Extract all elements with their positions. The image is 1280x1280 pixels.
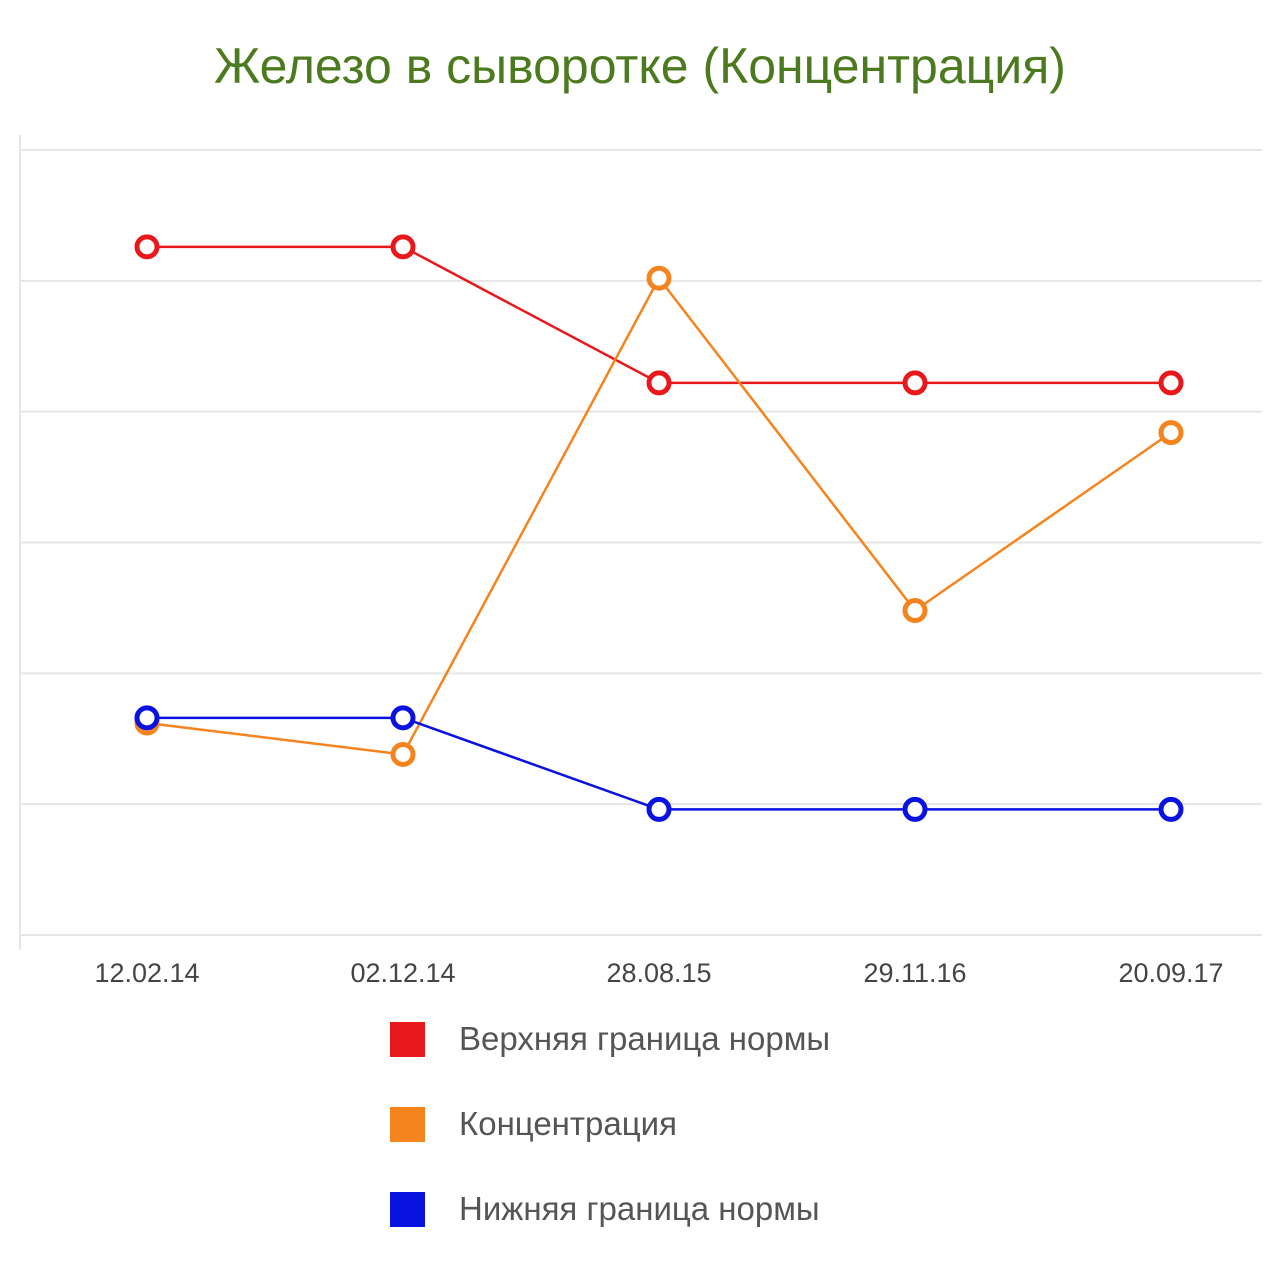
legend: Верхняя граница нормы Концентрация Нижняя …: [390, 1012, 830, 1267]
data-point[interactable]: [1158, 370, 1184, 396]
data-point[interactable]: [390, 234, 416, 260]
legend-swatch: [390, 1021, 425, 1057]
data-point[interactable]: [134, 234, 160, 260]
x-axis-tick-labels: 12.02.14 02.12.14 28.08.15 29.11.16 20.09.17: [94, 958, 1223, 988]
grid-lines: [20, 149, 1262, 936]
series-line: [147, 716, 1171, 811]
series-0: [134, 234, 1184, 396]
x-tick-label: 20.09.17: [1118, 958, 1223, 988]
data-point[interactable]: [646, 796, 672, 822]
data-point[interactable]: [646, 370, 672, 396]
data-point[interactable]: [902, 598, 928, 624]
series-1: [134, 265, 1184, 767]
data-point[interactable]: [902, 370, 928, 396]
legend-item[interactable]: Концентрация: [390, 1097, 830, 1151]
x-tick-label: 28.08.15: [606, 958, 711, 988]
legend-item[interactable]: Нижняя граница нормы: [390, 1182, 830, 1236]
data-point[interactable]: [390, 741, 416, 767]
series-2: [134, 705, 1184, 822]
legend-label: Нижняя граница нормы: [459, 1190, 820, 1227]
series-line: [146, 276, 1172, 756]
chart-title: Железо в сыворотке (Концентрация): [214, 38, 1066, 94]
x-tick-label: 29.11.16: [863, 958, 966, 988]
data-point[interactable]: [902, 796, 928, 822]
x-tick-label: 02.12.14: [350, 958, 455, 988]
legend-label: Концентрация: [459, 1105, 677, 1142]
data-point[interactable]: [646, 265, 672, 291]
data-point[interactable]: [1158, 420, 1184, 446]
series-lines: [134, 234, 1184, 822]
legend-swatch: [390, 1106, 425, 1142]
legend-swatch: [390, 1191, 425, 1227]
line-chart: 12.02.14 02.12.14 28.08.15 29.11.16 20.09.17: [19, 135, 1262, 988]
x-tick-label: 12.02.14: [94, 958, 199, 988]
data-point[interactable]: [134, 705, 160, 731]
data-point[interactable]: [1158, 796, 1184, 822]
legend-label: Верхняя граница нормы: [459, 1020, 831, 1057]
legend-item[interactable]: Верхняя граница нормы: [390, 1012, 830, 1066]
data-point[interactable]: [390, 705, 416, 731]
